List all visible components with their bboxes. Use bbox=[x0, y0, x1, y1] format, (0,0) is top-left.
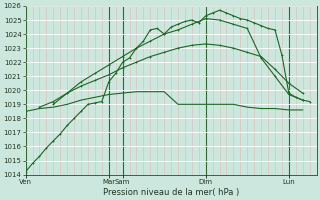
X-axis label: Pression niveau de la mer( hPa ): Pression niveau de la mer( hPa ) bbox=[103, 188, 239, 197]
